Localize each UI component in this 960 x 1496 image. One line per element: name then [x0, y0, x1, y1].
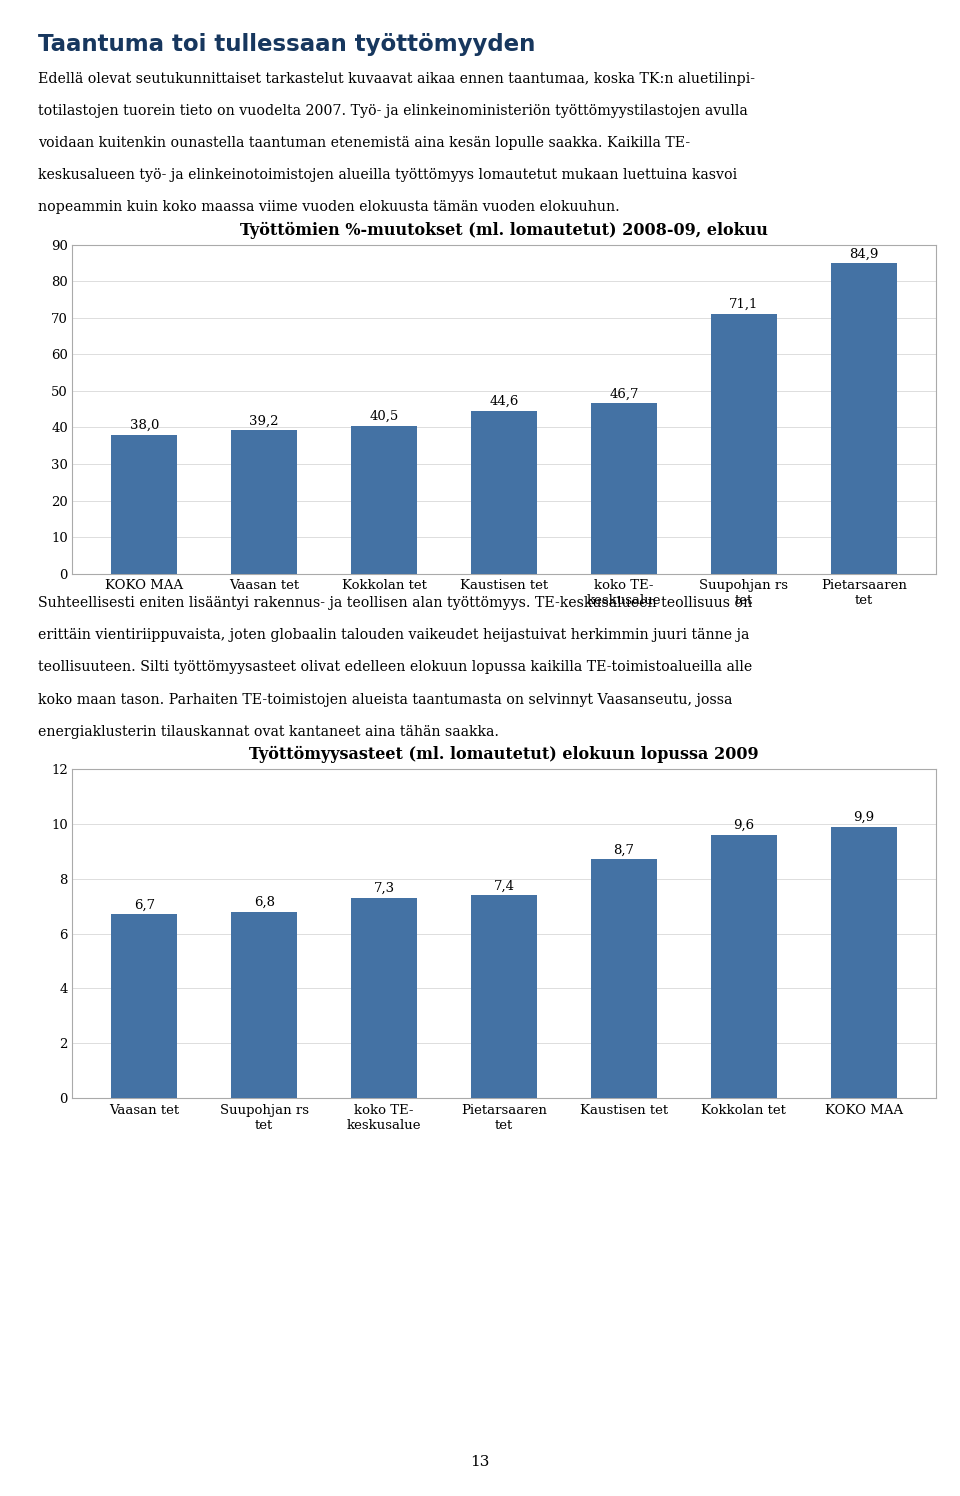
Title: Työttömyysasteet (ml. lomautetut) elokuun lopussa 2009: Työttömyysasteet (ml. lomautetut) elokuu… — [250, 747, 758, 763]
Text: 84,9: 84,9 — [849, 248, 878, 260]
Bar — [231, 431, 298, 573]
Text: 39,2: 39,2 — [250, 414, 279, 428]
Text: Suhteellisesti eniten lisääntyi rakennus- ja teollisen alan työttömyys. TE-kesku: Suhteellisesti eniten lisääntyi rakennus… — [38, 595, 753, 610]
Bar — [351, 898, 417, 1098]
Text: 6,7: 6,7 — [133, 899, 155, 911]
Text: energiaklusterin tilauskannat ovat kantaneet aina tähän saakka.: energiaklusterin tilauskannat ovat kanta… — [38, 724, 499, 739]
Bar — [471, 410, 537, 573]
Text: keskusalueen työ- ja elinkeinotoimistojen alueilla työttömyys lomautetut mukaan : keskusalueen työ- ja elinkeinotoimistoje… — [38, 169, 737, 183]
Text: 13: 13 — [470, 1456, 490, 1469]
Text: 7,4: 7,4 — [493, 880, 515, 892]
Text: 71,1: 71,1 — [730, 298, 758, 311]
Text: 46,7: 46,7 — [610, 387, 638, 401]
Text: Edellä olevat seutukunnittaiset tarkastelut kuvaavat aikaa ennen taantumaa, kosk: Edellä olevat seutukunnittaiset tarkaste… — [38, 72, 756, 85]
Text: koko maan tason. Parhaiten TE-toimistojen alueista taantumasta on selvinnyt Vaas: koko maan tason. Parhaiten TE-toimistoje… — [38, 693, 732, 706]
Bar — [591, 402, 657, 573]
Text: 40,5: 40,5 — [370, 410, 398, 423]
Bar — [710, 835, 777, 1098]
Bar — [591, 859, 657, 1098]
Text: 6,8: 6,8 — [253, 896, 275, 908]
Text: nopeammin kuin koko maassa viime vuoden elokuusta tämän vuoden elokuuhun.: nopeammin kuin koko maassa viime vuoden … — [38, 200, 620, 214]
Text: teollisuuteen. Silti työttömyysasteet olivat edelleen elokuun lopussa kaikilla T: teollisuuteen. Silti työttömyysasteet ol… — [38, 660, 753, 675]
Text: Taantuma toi tullessaan työttömyyden: Taantuma toi tullessaan työttömyyden — [38, 33, 536, 55]
Bar — [111, 914, 178, 1098]
Bar — [111, 435, 178, 573]
Text: 44,6: 44,6 — [490, 395, 518, 408]
Bar — [830, 263, 897, 573]
Text: 38,0: 38,0 — [130, 419, 159, 432]
Text: 7,3: 7,3 — [373, 883, 395, 895]
Text: 8,7: 8,7 — [613, 844, 635, 857]
Text: 9,9: 9,9 — [853, 811, 875, 824]
Text: voidaan kuitenkin ounastella taantuman etenemistä aina kesän lopulle saakka. Kai: voidaan kuitenkin ounastella taantuman e… — [38, 136, 690, 150]
Bar — [471, 895, 537, 1098]
Bar — [710, 314, 777, 573]
Text: erittäin vientiriippuvaista, joten globaalin talouden vaikeudet heijastuivat her: erittäin vientiriippuvaista, joten globa… — [38, 628, 750, 642]
Text: 9,6: 9,6 — [733, 818, 755, 832]
Title: Työttömien %-muutokset (ml. lomautetut) 2008-09, elokuu: Työttömien %-muutokset (ml. lomautetut) … — [240, 221, 768, 239]
Text: totilastojen tuorein tieto on vuodelta 2007. Työ- ja elinkeinoministeriön työttö: totilastojen tuorein tieto on vuodelta 2… — [38, 105, 748, 118]
Bar — [830, 826, 897, 1098]
Bar — [231, 911, 298, 1098]
Bar — [351, 425, 417, 573]
